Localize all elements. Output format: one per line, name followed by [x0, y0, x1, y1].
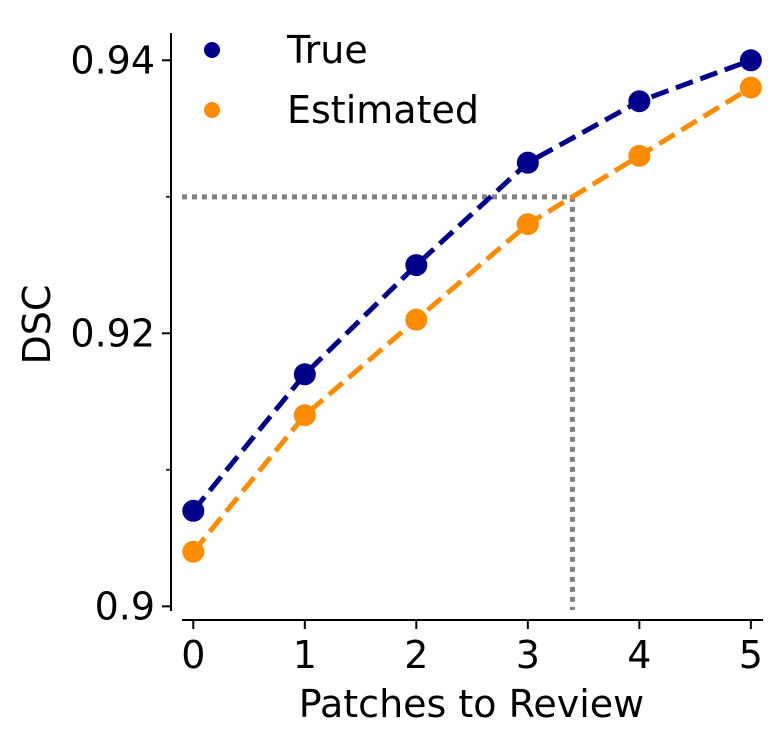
data-point — [628, 144, 651, 167]
ticks: 0 1 2 3 4 5 0.9 0.92 0.94 — [70, 38, 763, 677]
x-tick-label: 2 — [404, 633, 428, 677]
data-point — [628, 90, 651, 113]
legend-marker — [204, 102, 220, 118]
data-point — [182, 499, 205, 522]
y-axis-title: DSC — [15, 285, 59, 365]
x-tick-label: 3 — [516, 633, 540, 677]
legend-item: True — [204, 28, 368, 72]
series-estimated — [182, 76, 762, 563]
y-tick-label: 0.9 — [95, 584, 155, 628]
data-point — [293, 363, 316, 386]
data-point — [516, 213, 539, 236]
series-layer — [182, 49, 762, 563]
series-true — [182, 49, 762, 522]
legend-label: Estimated — [287, 88, 479, 132]
data-point — [516, 151, 539, 174]
x-tick-label: 1 — [293, 633, 317, 677]
data-point — [405, 254, 428, 277]
reference-lines — [182, 194, 575, 610]
data-point — [293, 404, 316, 427]
axes — [170, 33, 763, 621]
legend-marker — [204, 42, 220, 58]
data-point — [182, 540, 205, 563]
y-tick-label: 0.92 — [70, 311, 155, 355]
y-tick-label: 0.94 — [70, 38, 155, 82]
series-line — [191, 57, 752, 513]
data-point — [739, 76, 762, 99]
series-line — [191, 85, 753, 554]
legend: True Estimated — [204, 28, 479, 132]
x-tick-label: 5 — [739, 633, 763, 677]
data-point — [739, 49, 762, 72]
legend-item: Estimated — [204, 88, 479, 132]
x-axis-title: Patches to Review — [299, 682, 644, 726]
x-tick-label: 0 — [181, 633, 205, 677]
x-tick-label: 4 — [627, 633, 651, 677]
legend-label: True — [286, 28, 368, 72]
data-point — [405, 308, 428, 331]
